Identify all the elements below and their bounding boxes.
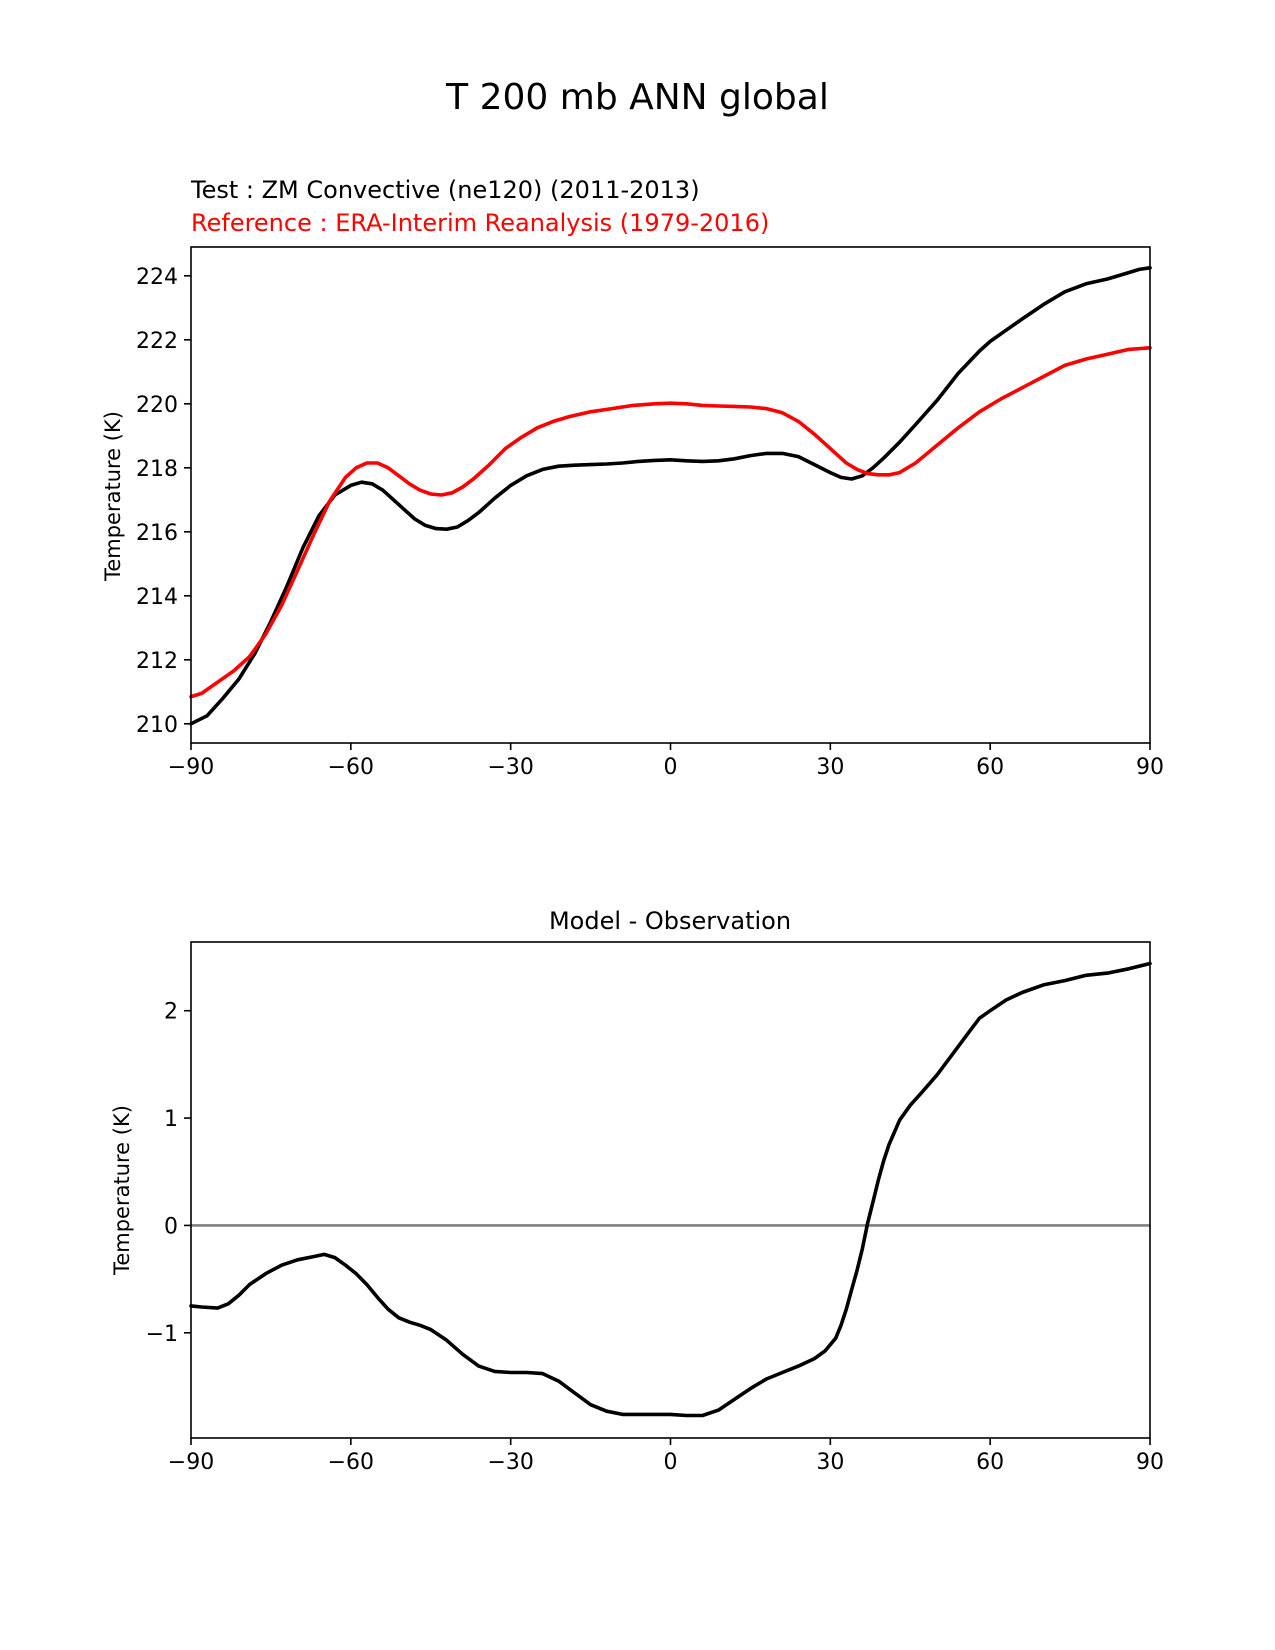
test-dataset-label: Test : ZM Convective (ne120) (2011-2013)	[190, 176, 700, 204]
top-y-tick-label: 218	[136, 457, 178, 482]
top-y-tick-label: 214	[136, 585, 178, 610]
bottom-y-tick-label: 1	[164, 1107, 178, 1132]
bottom-y-tick-label: 2	[164, 1000, 178, 1025]
top-plot-area	[189, 266, 1152, 726]
bottom-x-tick-label: 90	[1136, 1450, 1164, 1475]
bottom-y-tick-label: 0	[164, 1214, 178, 1239]
top-y-tick-label: 210	[136, 713, 178, 738]
top-y-tick-label: 220	[136, 393, 178, 418]
top-x-tick-label: 30	[816, 755, 844, 780]
top-x-tick-label: −90	[168, 755, 214, 780]
top-y-tick-label: 222	[136, 329, 178, 354]
reference-dataset-label: Reference : ERA-Interim Reanalysis (1979…	[191, 209, 769, 237]
top-x-tick-label: −60	[328, 755, 374, 780]
bottom-x-tick-label: 0	[664, 1450, 678, 1475]
difference-title: Model - Observation	[549, 907, 791, 935]
bottom-y-tick-label: −1	[146, 1322, 178, 1347]
top-x-tick-label: 0	[664, 755, 678, 780]
top-x-tick-label: 90	[1136, 755, 1164, 780]
bottom-x-tick-label: 30	[816, 1450, 844, 1475]
figure-title: T 200 mb ANN global	[445, 77, 829, 118]
bottom-x-axis: −90 −60 −30 0 30 60 90	[168, 1438, 1164, 1475]
bottom-x-tick-label: −30	[487, 1450, 533, 1475]
top-y-tick-label: 216	[136, 521, 178, 546]
top-series-line-1	[189, 346, 1152, 699]
difference-panel: Model - Observation Temperature (K) −90−…	[110, 907, 1164, 1475]
bottom-plot-area	[189, 961, 1152, 1418]
top-x-axis: −90 −60 −30 0 30 60 90	[168, 743, 1164, 780]
top-y-axis: 210 212 214 216 218 220 222 224	[136, 265, 191, 738]
top-y-axis-label: Temperature (K)	[101, 411, 125, 582]
top-y-tick-label: 224	[136, 265, 178, 290]
bottom-x-tick-label: −60	[328, 1450, 374, 1475]
bottom-series-line-0	[189, 961, 1152, 1418]
bottom-x-tick-label: 60	[976, 1450, 1004, 1475]
top-y-tick-label: 212	[136, 649, 178, 674]
bottom-x-tick-label: −90	[168, 1450, 214, 1475]
bottom-y-axis-label: Temperature (K)	[110, 1105, 134, 1276]
top-x-tick-label: −30	[487, 755, 533, 780]
top-series-line-0	[189, 266, 1152, 726]
comparison-panel: Test : ZM Convective (ne120) (2011-2013)…	[101, 176, 1164, 780]
bottom-y-axis: −1 0 1 2	[146, 1000, 191, 1347]
top-x-tick-label: 60	[976, 755, 1004, 780]
